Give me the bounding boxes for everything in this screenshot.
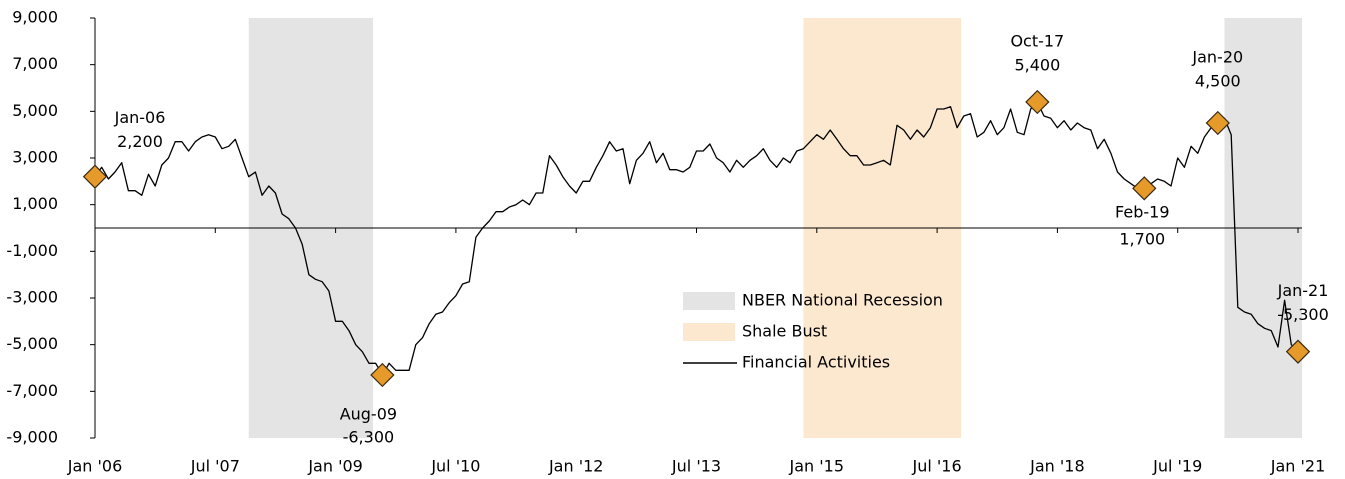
annotation-date: Jan-20 bbox=[1191, 48, 1243, 67]
annotation-date: Jan-06 bbox=[114, 108, 166, 127]
legend-label: NBER National Recession bbox=[742, 291, 943, 310]
x-tick-label: Jul '19 bbox=[1152, 457, 1202, 476]
y-tick-label: -9,000 bbox=[6, 428, 58, 447]
x-tick-label: Jul '16 bbox=[912, 457, 962, 476]
y-tick-label: 1,000 bbox=[12, 194, 58, 213]
annotation-value: 5,400 bbox=[1014, 56, 1060, 75]
annotation-value: -5,300 bbox=[1277, 305, 1329, 324]
marker bbox=[1285, 339, 1311, 364]
legend-swatch bbox=[683, 292, 735, 310]
annotation-date: Jan-21 bbox=[1277, 281, 1329, 300]
legend-label: Shale Bust bbox=[742, 322, 827, 341]
annotation-value: -6,300 bbox=[343, 428, 395, 447]
x-tick-label: Jan '18 bbox=[1029, 457, 1085, 476]
marker bbox=[1205, 110, 1230, 136]
y-tick-label: -5,000 bbox=[6, 334, 58, 353]
annotation-date: Oct-17 bbox=[1010, 32, 1064, 51]
marker bbox=[370, 362, 395, 388]
marker bbox=[82, 164, 108, 189]
annotation-date: Feb-19 bbox=[1115, 203, 1169, 222]
x-tick-label: Jan '21 bbox=[1270, 457, 1326, 476]
x-tick-label: Jan '09 bbox=[307, 457, 363, 476]
data-line bbox=[94, 101, 1299, 376]
y-tick-label: -3,000 bbox=[6, 288, 58, 307]
annotation-value: 1,700 bbox=[1119, 230, 1165, 249]
y-tick-label: -7,000 bbox=[6, 381, 58, 400]
marker bbox=[1132, 176, 1157, 201]
y-tick-label: 5,000 bbox=[12, 101, 58, 120]
x-tick-label: Jul '07 bbox=[190, 457, 240, 476]
annotation-date: Aug-09 bbox=[340, 405, 397, 424]
x-tick-label: Jan '15 bbox=[789, 457, 845, 476]
annotation-value: 2,200 bbox=[117, 132, 163, 151]
x-tick-label: Jul '13 bbox=[671, 457, 721, 476]
legend-label: Financial Activities bbox=[742, 353, 890, 372]
legend-swatch bbox=[683, 323, 735, 341]
y-tick-label: 7,000 bbox=[12, 54, 58, 73]
marker bbox=[1025, 89, 1050, 115]
y-tick-label: -1,000 bbox=[6, 241, 58, 260]
annotation-value: 4,500 bbox=[1195, 72, 1241, 91]
y-tick-label: 3,000 bbox=[12, 148, 58, 167]
y-tick-label: 9,000 bbox=[12, 8, 58, 27]
x-tick-label: Jan '12 bbox=[548, 457, 604, 476]
x-tick-label: Jul '10 bbox=[430, 457, 480, 476]
x-tick-label: Jan '06 bbox=[67, 457, 123, 476]
